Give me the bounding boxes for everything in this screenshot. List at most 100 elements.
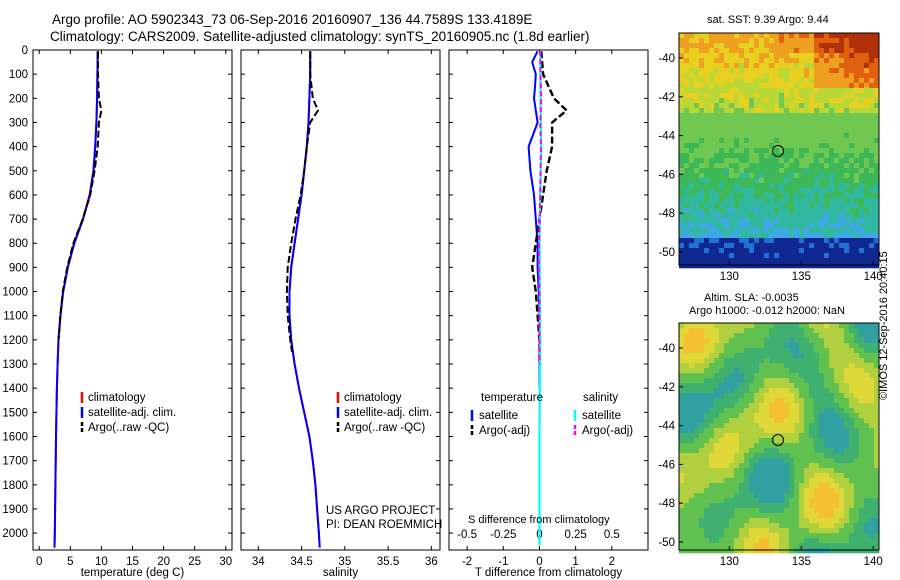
sst-cell [874, 113, 880, 119]
sst-cell [804, 153, 810, 159]
sla-cell [854, 338, 860, 344]
sla-cell [724, 343, 730, 349]
sst-cell [814, 33, 820, 39]
sst-cell [729, 258, 735, 264]
sla-cell [754, 523, 760, 529]
sst-cell [704, 148, 710, 154]
sla-cell [769, 423, 775, 429]
sla-cell [834, 403, 840, 409]
sst-cell [839, 203, 845, 209]
sst-cell [834, 108, 840, 114]
sst-cell [859, 78, 865, 84]
sst-cell [799, 143, 805, 149]
sst-cell [839, 233, 845, 239]
sla-cell [834, 378, 840, 384]
sla-cell [814, 338, 820, 344]
sst-cell [709, 243, 715, 249]
sla-cell [699, 478, 705, 484]
sst-cell [704, 193, 710, 199]
sla-cell [689, 523, 695, 529]
sla-cell [874, 458, 880, 464]
sla-cell [764, 448, 770, 454]
sla-cell [759, 383, 765, 389]
sla-cell [844, 338, 850, 344]
sst-cell [839, 153, 845, 159]
sla-cell [874, 403, 880, 409]
sla-cell [859, 388, 865, 394]
sla-cell [729, 548, 735, 554]
sst-cell [844, 193, 850, 199]
sst-cell [854, 83, 860, 89]
sla-cell [854, 543, 860, 549]
sst-cell [729, 98, 735, 104]
sla-cell [854, 378, 860, 384]
sst-cell [709, 73, 715, 79]
sst-cell [684, 238, 690, 244]
sla-cell [834, 498, 840, 504]
sst-cell [809, 228, 815, 234]
sst-cell [759, 228, 765, 234]
sst-cell [799, 63, 805, 69]
sst-cell [769, 98, 775, 104]
sst-cell [709, 258, 715, 264]
sla-cell [869, 413, 875, 419]
sst-cell [869, 88, 875, 94]
sst-cell [849, 223, 855, 229]
sst-cell [719, 258, 725, 264]
sla-cell [759, 363, 765, 369]
sst-cell [824, 243, 830, 249]
sla-cell [844, 433, 850, 439]
sla-cell [704, 328, 710, 334]
sla-cell [824, 373, 830, 379]
sla-cell [854, 353, 860, 359]
sst-cell [819, 63, 825, 69]
sst-cell [729, 208, 735, 214]
sst-cell [719, 73, 725, 79]
sla-cell [864, 423, 870, 429]
sla-cell [834, 463, 840, 469]
sla-cell [789, 508, 795, 514]
sla-cell [844, 458, 850, 464]
sla-cell [764, 528, 770, 534]
sst-cell [789, 188, 795, 194]
sla-cell [864, 453, 870, 459]
sst-cell [729, 113, 735, 119]
sst-cell [819, 228, 825, 234]
sla-cell [719, 473, 725, 479]
sla-cell [764, 328, 770, 334]
sst-cell [724, 218, 730, 224]
sst-cell [794, 63, 800, 69]
sla-cell [814, 388, 820, 394]
sst-cell [704, 98, 710, 104]
sla-cell [779, 383, 785, 389]
sst-cell [764, 143, 770, 149]
sst-cell [764, 33, 770, 39]
sst-cell [724, 158, 730, 164]
sla-cell [699, 353, 705, 359]
sla-cell [729, 363, 735, 369]
sla-cell [754, 408, 760, 414]
sst-cell [819, 203, 825, 209]
sla-cell [769, 493, 775, 499]
sla-cell [844, 388, 850, 394]
sst-cell [714, 118, 720, 124]
sst-cell [809, 78, 815, 84]
sst-cell [819, 263, 825, 269]
sst-cell [779, 108, 785, 114]
sla-cell [864, 343, 870, 349]
sla-cell [789, 433, 795, 439]
sla-cell [869, 403, 875, 409]
sst-cell [794, 243, 800, 249]
sst-cell [719, 123, 725, 129]
sla-cell [824, 423, 830, 429]
sst-cell [829, 118, 835, 124]
sla-cell [864, 523, 870, 529]
sla-cell [769, 338, 775, 344]
sla-cell [759, 493, 765, 499]
sst-cell [774, 73, 780, 79]
sla-cell [724, 473, 730, 479]
sst-cell [829, 103, 835, 109]
sst-cell [759, 213, 765, 219]
sst-cell [789, 133, 795, 139]
sla-cell [739, 403, 745, 409]
